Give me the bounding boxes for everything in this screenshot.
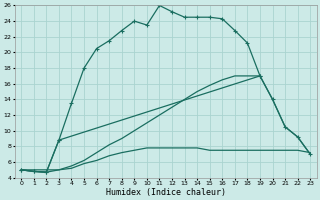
X-axis label: Humidex (Indice chaleur): Humidex (Indice chaleur) [106,188,226,197]
